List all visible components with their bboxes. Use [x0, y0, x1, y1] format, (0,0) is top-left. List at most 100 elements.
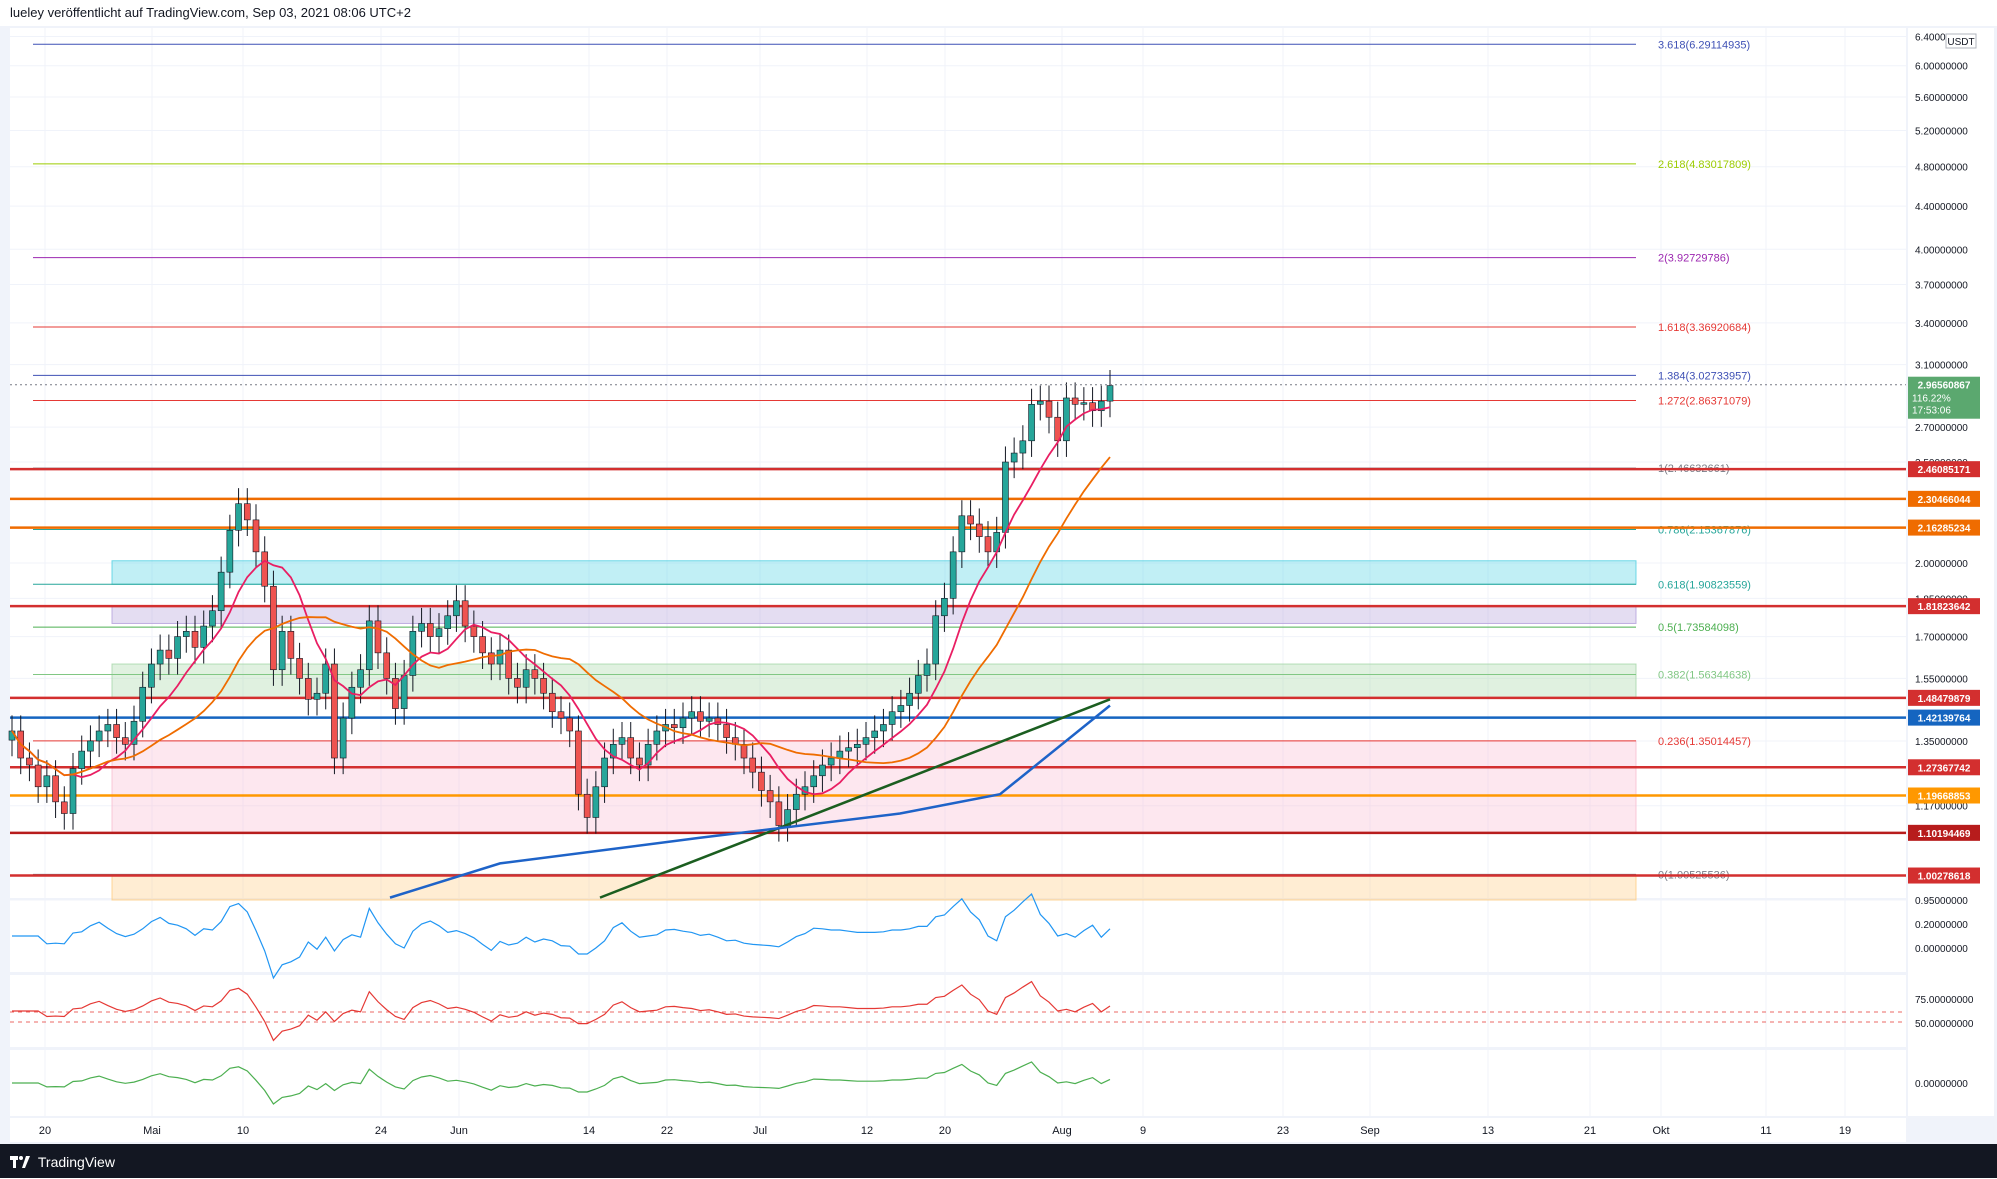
- candle-up: [1036, 400, 1044, 405]
- candle-up: [1106, 385, 1114, 402]
- level-badge-label: 1.10194469: [1918, 829, 1971, 840]
- candle-down: [470, 625, 478, 637]
- candle-down: [252, 519, 260, 553]
- rsi-tick-label: 50.00000000: [1915, 1019, 1974, 1030]
- candle-up: [810, 775, 818, 788]
- price-chart[interactable]: 6.40000000 6.00000000 5.60000000 5.20000000…: [0, 0, 1997, 1144]
- candle-down: [392, 678, 399, 709]
- candle-up: [496, 649, 504, 665]
- candle-up: [653, 730, 661, 745]
- time-tick-label: 23: [1277, 1125, 1289, 1137]
- footer-bar: TradingView: [0, 1144, 1997, 1178]
- candle-down: [775, 801, 783, 826]
- candle-up: [322, 663, 330, 694]
- macd-pane: [10, 900, 1906, 972]
- candle-down: [487, 652, 495, 665]
- time-tick-label: 12: [861, 1125, 873, 1137]
- fib-level-label: 0.618(1.90823559): [1658, 579, 1751, 591]
- level-badge: [1908, 598, 1980, 615]
- candle-down: [766, 790, 774, 803]
- time-tick-label: Mai: [143, 1125, 161, 1137]
- candle-up: [897, 705, 905, 713]
- level-badge-label: 2.16285234: [1918, 524, 1971, 535]
- candle-down: [331, 663, 338, 759]
- level-badge: [1908, 787, 1980, 804]
- price-zone: [111, 875, 1637, 901]
- candle-up: [923, 663, 931, 676]
- candle-up: [862, 737, 870, 745]
- candle-down: [583, 793, 591, 818]
- candle-up: [688, 711, 696, 719]
- candle-up: [444, 615, 452, 629]
- candle-up: [104, 724, 112, 732]
- ema-slow-line: [389, 704, 1111, 899]
- time-tick-label: Sep: [1360, 1125, 1380, 1137]
- candle-down: [426, 623, 434, 637]
- candle-down: [697, 711, 704, 722]
- fib-level-label: 1.384(3.02733957): [1658, 370, 1751, 382]
- fib-level-label: 0.5(1.73584098): [1658, 622, 1739, 634]
- macd-tick-label: 0.20000000: [1915, 920, 1968, 931]
- macd-tick-label: 0.00000000: [1915, 944, 1968, 955]
- candle-up: [906, 692, 913, 706]
- level-badge-label: 2.46085171: [1918, 465, 1971, 476]
- level-badge: [1908, 824, 1980, 841]
- candle-up: [871, 730, 879, 738]
- candle-down: [261, 551, 269, 587]
- time-tick-label: 19: [1839, 1125, 1851, 1137]
- currency-badge: [1945, 33, 1977, 49]
- level-badge-label: 1.81823642: [1918, 602, 1971, 613]
- candle-down: [374, 620, 382, 654]
- candle-up: [78, 750, 86, 769]
- candle-down: [557, 711, 565, 719]
- candle-down: [1045, 400, 1053, 418]
- level-badge-label: 1.42139764: [1918, 714, 1971, 725]
- candle-down: [636, 757, 643, 766]
- price-tick-label: 5.20000000: [1915, 127, 1968, 138]
- candle-down: [34, 764, 42, 788]
- candle-down: [113, 724, 120, 738]
- candle-up: [914, 675, 922, 694]
- candle-down: [461, 600, 469, 627]
- candle-up: [400, 675, 408, 709]
- tradingview-logo-icon: [10, 1156, 30, 1169]
- price-tick-label: 6.40000000: [1915, 33, 1968, 44]
- candle-down: [627, 737, 635, 759]
- level-badge-label: 1.48479879: [1918, 694, 1971, 705]
- level-badge: [1908, 709, 1980, 726]
- candle-up: [949, 551, 957, 599]
- candle-down: [740, 744, 748, 759]
- publish-caption: lueley veröffentlicht auf TradingView.co…: [0, 0, 1997, 26]
- rsi-line: [12, 980, 1111, 1042]
- time-tick-label: 22: [661, 1125, 673, 1137]
- candle-up: [209, 610, 216, 627]
- candle-up: [932, 615, 940, 665]
- time-tick-label: Aug: [1052, 1125, 1072, 1137]
- candle-up: [348, 686, 356, 719]
- level-badge: [1908, 490, 1980, 507]
- level-badge-label: 2.30466044: [1918, 495, 1971, 506]
- price-tick-label: 1.70000000: [1915, 633, 1968, 644]
- time-tick-label: 20: [39, 1125, 51, 1137]
- candle-up: [958, 515, 966, 553]
- price-zone: [111, 605, 1637, 624]
- candle-up: [156, 649, 164, 665]
- candle-up: [217, 571, 225, 612]
- candle-down: [540, 678, 547, 694]
- candle-down: [304, 678, 312, 700]
- level-badge: [1908, 867, 1980, 884]
- candle-up: [845, 747, 852, 752]
- candle-down: [566, 717, 574, 732]
- candle-down: [984, 536, 992, 553]
- fib-level-label: 0.236(1.35014457): [1658, 736, 1751, 748]
- candle-down: [383, 652, 391, 679]
- time-tick-label: 14: [583, 1125, 595, 1137]
- tradingview-logo[interactable]: TradingView: [10, 1144, 115, 1179]
- candle-down: [548, 692, 556, 713]
- time-tick-label: 11: [1760, 1125, 1771, 1137]
- candle-up: [1019, 440, 1027, 454]
- price-tick-label: 3.70000000: [1915, 281, 1968, 292]
- last-price-badge: [1908, 376, 1980, 419]
- price-zone: [111, 663, 1637, 699]
- candle-down: [191, 630, 199, 648]
